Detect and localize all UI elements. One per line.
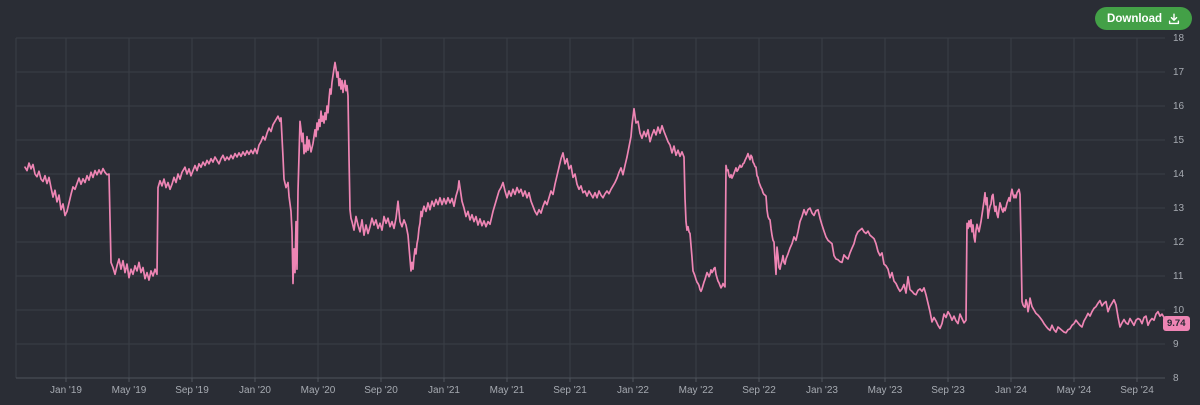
x-axis-label: May '24 <box>1057 385 1092 396</box>
download-button-label: Download <box>1107 12 1162 25</box>
y-axis-label: 12 <box>1173 237 1185 248</box>
x-axis-label: Jan '20 <box>239 385 271 396</box>
y-axis-labels: 8 9 10 11 12 13 14 15 16 17 18 <box>1173 33 1185 384</box>
last-price-badge: 9.74 <box>1163 316 1190 331</box>
x-axis-label: May '20 <box>301 385 336 396</box>
y-axis-label: 8 <box>1173 373 1179 384</box>
x-axis-label: Sep '22 <box>742 385 776 396</box>
x-axis-label: Jan '23 <box>806 385 838 396</box>
x-axis-labels: Jan '19 May '19 Sep '19 Jan '20 May '20 Sep '… <box>50 385 1154 396</box>
y-axis-label: 18 <box>1173 33 1185 44</box>
x-axis-label: Jan '21 <box>428 385 460 396</box>
x-axis-label: May '22 <box>679 385 714 396</box>
v-gridlines <box>15 38 1138 378</box>
y-axis-label: 14 <box>1173 169 1185 180</box>
x-axis-label: Sep '24 <box>1120 385 1154 396</box>
y-axis-label: 9 <box>1173 339 1179 350</box>
x-axis-label: May '19 <box>112 385 147 396</box>
x-axis-label: May '23 <box>868 385 903 396</box>
download-icon <box>1168 13 1180 25</box>
x-tick-marks <box>65 378 1138 382</box>
x-axis-label: Sep '19 <box>175 385 209 396</box>
y-axis-label: 16 <box>1173 101 1185 112</box>
x-axis-label: Sep '21 <box>553 385 587 396</box>
y-axis-label: 15 <box>1173 135 1185 146</box>
x-axis-label: Sep '20 <box>364 385 398 396</box>
x-axis-label: Jan '19 <box>50 385 82 396</box>
h-gridlines <box>16 37 1165 379</box>
y-axis-label: 10 <box>1173 305 1185 316</box>
y-axis-label: 17 <box>1173 67 1185 78</box>
x-axis-label: Jan '22 <box>617 385 649 396</box>
y-axis-label: 11 <box>1173 271 1184 282</box>
x-axis-label: Sep '23 <box>931 385 965 396</box>
price-line-series[interactable] <box>24 61 1167 334</box>
y-axis-label: 13 <box>1173 203 1185 214</box>
x-axis-label: May '21 <box>490 385 525 396</box>
download-button[interactable]: Download <box>1095 7 1192 30</box>
x-axis-label: Jan '24 <box>995 385 1027 396</box>
